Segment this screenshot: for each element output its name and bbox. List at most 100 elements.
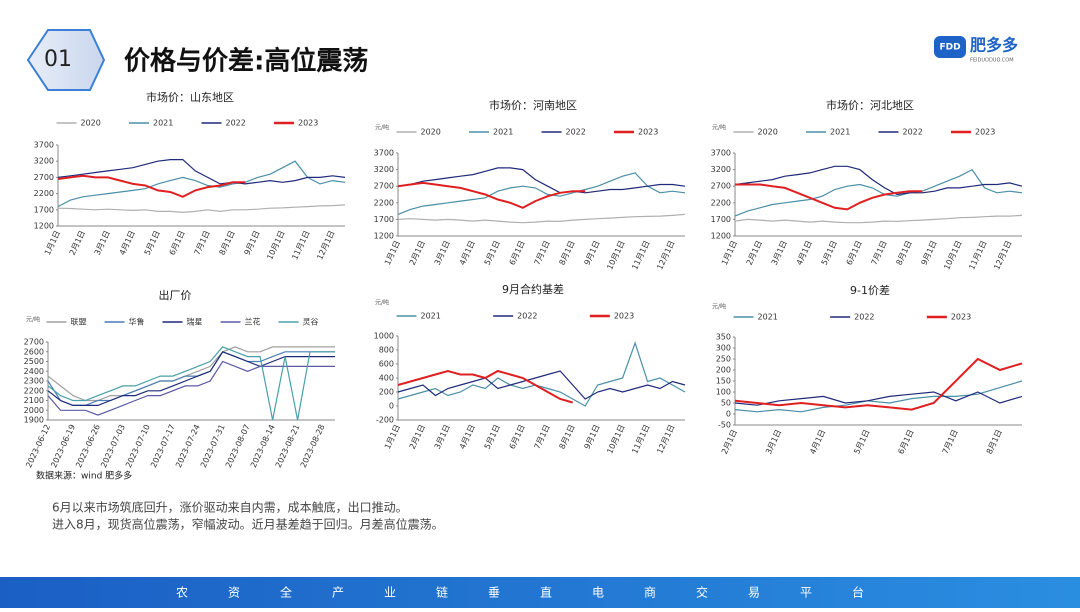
series-line — [734, 165, 1023, 196]
chart-title: 9-1价差 — [850, 283, 890, 297]
x-tick-label: 9月1日 — [583, 239, 602, 267]
x-tick-label: 10月1日 — [605, 423, 626, 455]
x-tick-label: 10月1日 — [605, 239, 626, 271]
y-tick-label: 1000 — [374, 332, 394, 341]
x-tick-label: 8月1日 — [558, 423, 577, 451]
unit-label: 元/吨 — [712, 124, 726, 132]
y-tick-label: 2200 — [711, 198, 731, 207]
x-tick-label: 2023-07-03 — [99, 423, 127, 469]
x-tick-label: 4月1日 — [795, 239, 814, 267]
unit-label: 元/吨 — [26, 316, 40, 324]
number-badge — [26, 29, 106, 91]
y-tick-label: 1200 — [711, 232, 731, 241]
y-tick-label: 200 — [716, 366, 731, 375]
x-tick-label: 8月1日 — [985, 428, 1004, 456]
series-line — [397, 172, 686, 215]
legend-label: 2022 — [566, 128, 586, 137]
y-tick-label: 350 — [716, 333, 731, 342]
series-line — [397, 181, 586, 209]
x-tick-label: 3月1日 — [93, 229, 112, 257]
y-tick-label: 1700 — [34, 205, 54, 214]
chart-title: 市场价：河北地区 — [826, 98, 914, 112]
x-tick-label: 3月1日 — [433, 239, 452, 267]
x-tick-label: 1月1日 — [383, 239, 402, 267]
legend-label: 2023 — [951, 313, 971, 322]
legend-label: 2021 — [758, 313, 778, 322]
x-tick-label: 5月1日 — [852, 428, 871, 456]
x-tick-label: 9月1日 — [583, 423, 602, 451]
y-tick-label: 2000 — [24, 406, 44, 415]
y-tick-label: 0 — [389, 402, 394, 411]
legend-label: 2020 — [421, 128, 441, 137]
x-tick-label: 6月1日 — [508, 423, 527, 451]
series-line — [57, 159, 346, 185]
legend-label: 2021 — [830, 128, 850, 137]
x-tick-label: 4月1日 — [118, 229, 137, 257]
y-tick-label: 250 — [716, 355, 731, 364]
series-line — [734, 214, 1023, 224]
series-line — [47, 346, 335, 421]
x-tick-label: 7月1日 — [533, 423, 552, 451]
series-line — [397, 369, 573, 404]
chart-title: 出厂价 — [159, 288, 192, 302]
x-tick-label: 2023-08-07 — [224, 423, 252, 469]
note-line: 6月以来市场筑底回升，涨价驱动来自内需，成本触底，出口推动。 — [52, 500, 408, 515]
x-tick-label: 4月1日 — [808, 428, 827, 456]
series-line — [47, 346, 335, 402]
y-tick-label: 2700 — [34, 173, 54, 182]
legend-label: 灵谷 — [303, 318, 319, 327]
x-tick-label: 2023-07-31 — [199, 423, 227, 469]
x-tick-label: 8月1日 — [218, 229, 237, 257]
y-tick-label: 300 — [716, 344, 731, 353]
x-tick-label: 3月1日 — [764, 428, 783, 456]
y-tick-label: 2200 — [374, 198, 394, 207]
y-tick-label: 2200 — [34, 189, 54, 198]
y-tick-label: 50 — [721, 399, 731, 408]
series-line — [734, 380, 1023, 413]
x-tick-label: 2023-08-21 — [274, 423, 302, 469]
legend-label: 华鲁 — [129, 317, 145, 327]
x-tick-label: 6月1日 — [896, 428, 915, 456]
y-tick-label: 0 — [726, 410, 731, 419]
x-tick-label: 12月1日 — [992, 239, 1013, 271]
chart-title: 9月合约基差 — [502, 282, 564, 296]
y-tick-label: 100 — [716, 388, 731, 397]
x-tick-label: 7月1日 — [193, 229, 212, 257]
x-tick-label: 12月1日 — [655, 239, 676, 271]
series-line — [57, 174, 246, 198]
legend-label: 2023 — [638, 128, 658, 137]
series-line — [735, 183, 923, 211]
x-tick-label: 5月1日 — [483, 423, 502, 451]
legend-label: 2023 — [975, 128, 995, 137]
y-tick-label: 3700 — [34, 141, 54, 150]
x-tick-label: 5月1日 — [483, 239, 502, 267]
y-tick-label: 2100 — [24, 396, 44, 405]
y-tick-label: 3700 — [711, 149, 731, 158]
legend-label: 瑞星 — [187, 317, 203, 327]
y-tick-label: -50 — [718, 421, 731, 430]
series-line — [47, 351, 335, 406]
legend-label: 2022 — [517, 312, 537, 321]
x-tick-label: 2月1日 — [720, 428, 739, 456]
y-tick-label: 2700 — [24, 338, 44, 347]
legend-label: 2022 — [903, 128, 923, 137]
logo-name: 肥多多 — [970, 36, 1018, 55]
x-tick-label: 6月1日 — [508, 239, 527, 267]
x-tick-label: 11月1日 — [630, 423, 651, 455]
x-tick-label: 2023-06-26 — [74, 423, 102, 469]
y-tick-label: 2500 — [24, 357, 44, 366]
y-tick-label: 2600 — [24, 347, 44, 356]
legend-label: 2021 — [493, 128, 513, 137]
y-tick-label: 3700 — [374, 149, 394, 158]
x-tick-label: 1月1日 — [43, 229, 62, 257]
y-tick-label: 1200 — [34, 222, 54, 231]
y-tick-label: -200 — [376, 416, 394, 425]
y-tick-label: 150 — [716, 377, 731, 386]
footer-bar — [0, 577, 1080, 608]
legend-label: 2020 — [81, 119, 101, 128]
x-tick-label: 5月1日 — [143, 229, 162, 257]
y-tick-label: 3200 — [374, 165, 394, 174]
x-tick-label: 9月1日 — [243, 229, 262, 257]
x-tick-label: 10月1日 — [942, 239, 963, 271]
